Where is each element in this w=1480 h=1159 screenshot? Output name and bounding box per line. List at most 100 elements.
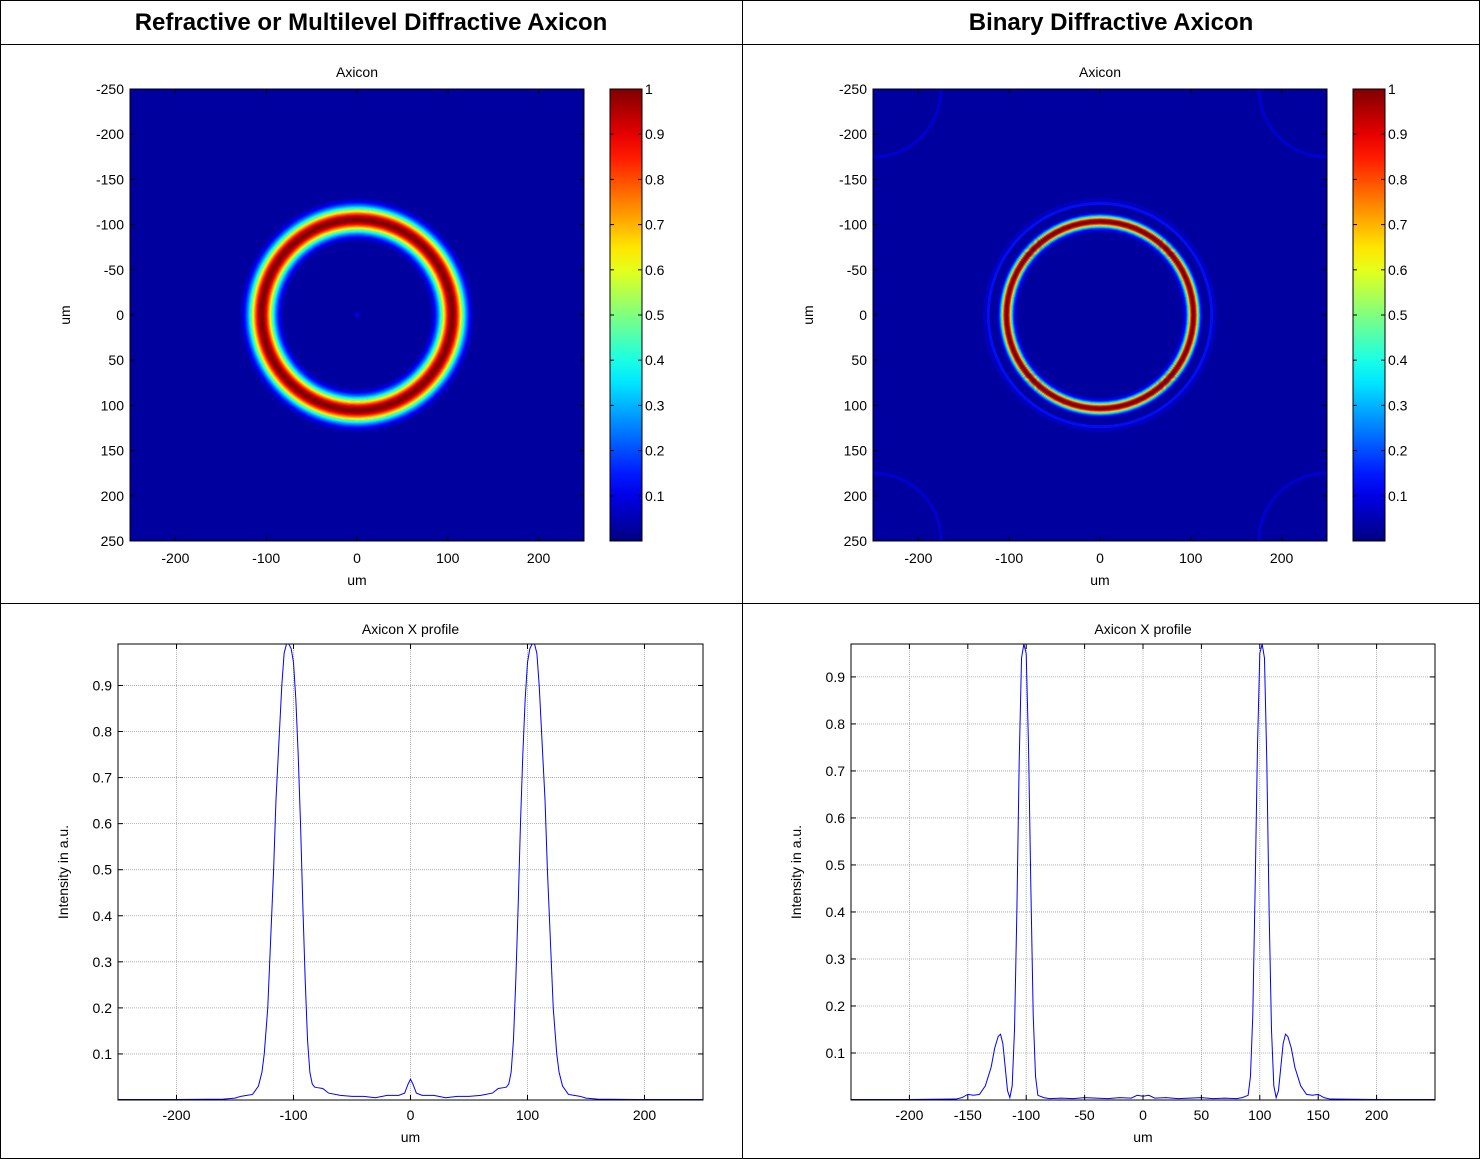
- y-tick-label: 0.6: [826, 810, 846, 826]
- x-axis-label: um: [1133, 1129, 1152, 1145]
- heatmap-ring-band: [266, 224, 448, 406]
- heatmap-ring-band: [998, 213, 1202, 417]
- heatmap-ring-band: [1010, 225, 1190, 405]
- heatmap-ring-band: [269, 227, 445, 403]
- y-tick-label: 0.4: [93, 908, 113, 924]
- colorbar-tick-label: 0.1: [645, 488, 665, 504]
- heatmap-ring-band: [274, 232, 440, 398]
- x-axis-label: um: [401, 1129, 420, 1145]
- heatmap-ring-band: [277, 235, 437, 395]
- heatmap-ring-band: [246, 204, 468, 426]
- y-tick-label: 50: [851, 352, 867, 368]
- x-tick-label: 0: [1139, 1107, 1147, 1123]
- heatmap-ring-band: [239, 197, 475, 433]
- colorbar-tick-label: 1: [1388, 81, 1396, 97]
- heatmap-ring-band: [259, 217, 455, 413]
- heatmap-ring-band: [263, 221, 451, 409]
- y-tick-label: 200: [844, 488, 868, 504]
- x-tick-label: -150: [954, 1107, 982, 1123]
- heatmap-ring-band: [1007, 222, 1193, 408]
- heatmap-ring-band: [1010, 225, 1190, 405]
- y-tick-label: 0.7: [93, 770, 113, 786]
- heatmap-ring-band: [1008, 223, 1192, 407]
- colorbar-tick-label: 0.3: [645, 397, 665, 413]
- heatmap-ring-band: [1001, 216, 1199, 414]
- heatmap-ring-band: [1006, 221, 1194, 409]
- heatmap-ring-band: [1002, 217, 1198, 413]
- colorbar-tick-label: 1: [645, 81, 653, 97]
- y-tick-label: -50: [847, 262, 867, 278]
- heatmap-ring-band: [273, 231, 441, 399]
- heatmap-background: [873, 89, 1327, 541]
- y-tick-label: -100: [839, 217, 867, 233]
- y-axis-label: um: [57, 305, 73, 324]
- heatmap-ring-band: [241, 199, 473, 431]
- left-profile-chart: Axicon X profile -200 -100 0 100 200 0.1 0.2 0.3…: [55, 621, 704, 1145]
- heatmap-ring-band: [996, 211, 1204, 419]
- y-tick-label: 50: [108, 352, 124, 368]
- y-tick-label: 0.4: [826, 904, 846, 920]
- x-tick-label: 100: [516, 1107, 540, 1123]
- heatmap-ring-band: [1012, 227, 1188, 403]
- heatmap-ring-band: [265, 223, 449, 407]
- heatmap-ring-band: [1007, 222, 1193, 408]
- heatmap-ring-band: [1013, 228, 1187, 402]
- colorbar-tick-label: 0.7: [1388, 217, 1408, 233]
- heatmap-ring-band: [999, 214, 1201, 416]
- x-tick-label: 200: [1270, 550, 1294, 566]
- y-tick-label: 200: [101, 488, 125, 504]
- heatmap-ring-band: [1000, 215, 1200, 415]
- chart-title: Axicon X profile: [362, 621, 459, 637]
- heatmap-ring-band: [1016, 231, 1184, 399]
- y-tick-label: 250: [844, 533, 868, 549]
- x-tick-label: -200: [904, 550, 932, 566]
- right-column-header: Binary Diffractive Axicon: [968, 9, 1254, 36]
- x-tick-label: -200: [162, 1107, 190, 1123]
- y-tick-label: 150: [844, 443, 868, 459]
- heatmap-ring-band: [242, 200, 472, 430]
- x-tick-label: 100: [1179, 550, 1203, 566]
- heatmap-ring-band: [253, 211, 461, 419]
- colorbar-tick-label: 0.6: [645, 262, 665, 278]
- y-axis-label: um: [800, 305, 816, 324]
- x-tick-label: -50: [1074, 1107, 1094, 1123]
- heatmap-ring-band: [1000, 215, 1200, 415]
- colorbar-tick-label: 0.8: [645, 171, 665, 187]
- heatmap-ring-band: [1008, 223, 1192, 407]
- y-tick-label: 250: [101, 533, 125, 549]
- colorbar: [609, 88, 643, 542]
- profile-series-line: [118, 643, 703, 1101]
- heatmap-ring-band: [1005, 220, 1195, 410]
- y-tick-label: 0.8: [93, 724, 113, 740]
- heatmap-side-ring-faint: [983, 198, 1217, 432]
- y-tick-label: 0.2: [93, 1000, 113, 1016]
- heatmap-ring-band: [241, 199, 473, 431]
- colorbar-tick-label: 0.4: [645, 352, 665, 368]
- heatmap-ring-band: [267, 225, 447, 405]
- heatmap-ring-band: [1005, 220, 1195, 410]
- heatmap-ring-band: [1009, 224, 1191, 406]
- heatmap-ring-band: [275, 233, 439, 397]
- x-tick-label: 200: [1365, 1107, 1389, 1123]
- heatmap-ring-band: [272, 230, 442, 400]
- y-tick-label: 0: [116, 307, 124, 323]
- heatmap-ring-band: [261, 219, 453, 411]
- x-tick-label: 100: [436, 550, 460, 566]
- heatmap-ring-band: [282, 240, 432, 390]
- left-column-header: Refractive or Multilevel Diffractive Axi…: [134, 9, 608, 36]
- heatmap-ring-band: [255, 213, 459, 417]
- heatmap-ring-band: [1010, 225, 1190, 405]
- colorbar-tick-label: 0.5: [645, 307, 665, 323]
- heatmap-ring-band: [998, 213, 1202, 417]
- colorbar-tick-label: 0.2: [1388, 443, 1408, 459]
- heatmap-ring-band: [281, 239, 433, 391]
- heatmap-inner-side-ring: [1014, 229, 1186, 401]
- heatmap-ring-band: [1003, 218, 1197, 412]
- heatmap-ring-band: [256, 214, 458, 416]
- heatmap-ring-band: [245, 203, 469, 427]
- heatmap-ring-band: [268, 226, 446, 404]
- x-tick-label: 100: [1248, 1107, 1272, 1123]
- x-tick-label: -100: [1012, 1107, 1040, 1123]
- heatmap-ring-band: [1005, 220, 1195, 410]
- heatmap-ring-band: [253, 211, 461, 419]
